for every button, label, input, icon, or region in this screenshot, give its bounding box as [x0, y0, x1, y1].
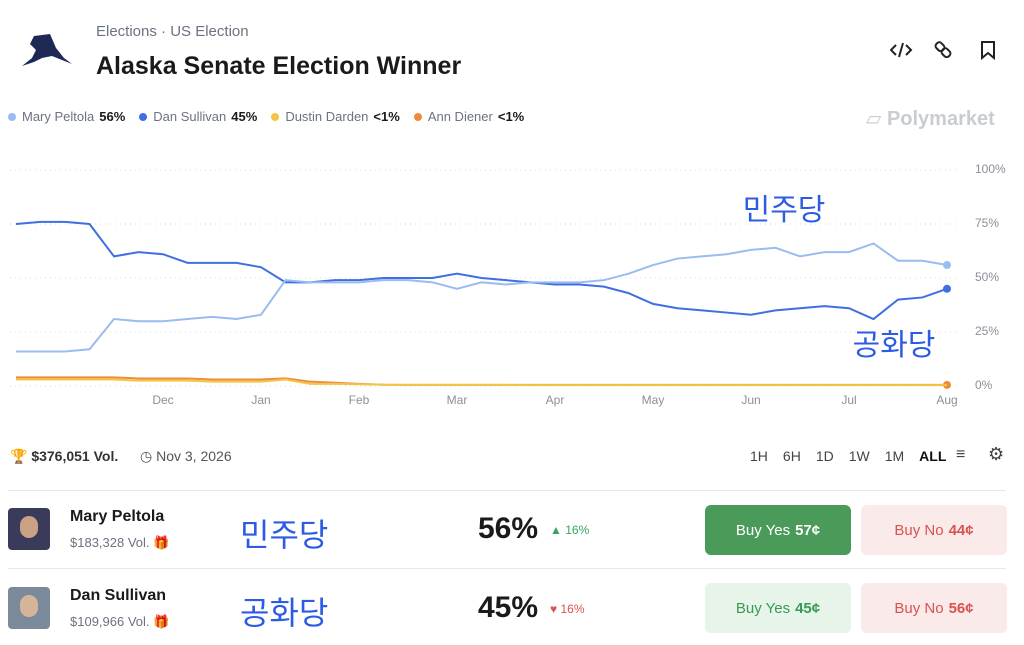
x-tick-label: Jan	[251, 393, 270, 407]
button-price: 45¢	[795, 599, 821, 617]
brand-name: Polymarket	[886, 108, 995, 130]
y-tick-label: 50%	[975, 270, 999, 284]
legend-swatch	[139, 113, 148, 121]
party-label: 민주당	[240, 517, 329, 553]
divider	[8, 568, 1006, 569]
volume-text: $183,328 Vol.	[70, 535, 150, 550]
legend-value: <1%	[497, 109, 525, 124]
toolbar	[890, 41, 995, 61]
legend-item: Dan Sullivan 45%	[139, 109, 257, 124]
legend-label: Mary Peltola	[22, 109, 95, 124]
sort-button[interactable]: ≡	[956, 446, 966, 463]
legend-swatch	[271, 113, 280, 121]
end-point	[943, 261, 951, 270]
embed-button[interactable]	[890, 42, 913, 58]
alaska-icon	[22, 34, 72, 66]
volume: 🏆 $376,051 Vol.	[10, 448, 119, 464]
legend-value: <1%	[373, 109, 400, 124]
x-tick-label: Dec	[152, 393, 173, 407]
button-label: Buy Yes	[735, 599, 791, 617]
change: ♥ 16%	[550, 602, 585, 616]
legend-value: 56%	[99, 109, 126, 124]
change-text: 16%	[565, 523, 590, 537]
series-line	[16, 242, 948, 353]
volume-text: $109,966 Vol.	[70, 614, 150, 629]
x-tick-label: May	[642, 393, 665, 407]
time-ranges: 1H 6H 1D 1W 1M ALL	[750, 448, 946, 464]
time-range-button[interactable]: 1D	[815, 448, 834, 464]
legend-item: Dustin Darden <1%	[271, 109, 400, 124]
time-range-button[interactable]: 6H	[782, 448, 801, 464]
link-button[interactable]	[934, 41, 952, 59]
legend-label: Dustin Darden	[285, 109, 369, 124]
change: ▲ 16%	[550, 523, 590, 537]
avatar	[8, 508, 50, 550]
x-tick-label: Apr	[546, 393, 565, 407]
button-label: Buy No	[894, 599, 944, 617]
legend-item: Mary Peltola 56%	[8, 109, 125, 124]
annotation: 민주당	[743, 194, 826, 227]
end-point	[943, 284, 951, 293]
outcome-name: Dan Sullivan	[70, 587, 167, 604]
brand-logo: ▱ Polymarket	[866, 108, 995, 130]
change-text: 16%	[560, 602, 585, 616]
x-tick-label: Mar	[447, 393, 468, 407]
chance: 56%	[478, 512, 539, 545]
settings-button[interactable]: ⚙	[988, 444, 1005, 464]
y-tick-label: 0%	[975, 378, 993, 392]
legend-label: Dan Sullivan	[153, 109, 227, 124]
breadcrumb-link[interactable]: US Election	[170, 23, 249, 40]
divider	[8, 490, 1006, 491]
page-title: Alaska Senate Election Winner	[96, 52, 462, 80]
legend-swatch	[413, 113, 422, 121]
volume-text: $376,051 Vol.	[31, 448, 119, 464]
breadcrumb-link[interactable]: Elections	[96, 23, 157, 40]
x-tick-label: Jul	[841, 393, 856, 407]
y-tick-label: 100%	[975, 162, 1006, 176]
y-tick-label: 25%	[975, 324, 999, 338]
x-tick-label: Aug	[936, 393, 957, 407]
price-chart: 0% 25% 50% 75% 100% Dec Jan Feb Mar Apr May Jun Jul A…	[10, 162, 1006, 407]
avatar	[8, 587, 50, 629]
outcome-volume: $183,328 Vol. 🎁	[70, 535, 170, 550]
end-date-text: Nov 3, 2026	[156, 448, 232, 464]
buy-yes-button[interactable]: Buy Yes 45¢	[705, 583, 851, 633]
series-line	[15, 220, 948, 321]
x-tick-label: Jun	[741, 393, 760, 407]
time-range-button[interactable]: 1W	[848, 448, 870, 464]
end-date: ◷ Nov 3, 2026	[140, 448, 232, 464]
annotation: 공화당	[853, 329, 936, 362]
buy-no-button[interactable]: Buy No 44¢	[861, 505, 1007, 555]
button-price: 56¢	[948, 599, 974, 617]
chance: 45%	[478, 591, 539, 624]
button-price: 44¢	[948, 521, 974, 539]
legend-label: Ann Diener	[427, 109, 493, 124]
bookmark-button[interactable]	[981, 41, 995, 61]
legend-value: 45%	[231, 109, 258, 124]
series-line	[16, 378, 947, 387]
button-label: Buy No	[894, 521, 944, 539]
legend: Mary Peltola 56% Dan Sullivan 45% Dustin Dar…	[8, 109, 524, 124]
outcome-name: Mary Peltola	[70, 508, 165, 525]
buy-no-button[interactable]: Buy No 56¢	[861, 583, 1007, 633]
buy-yes-button[interactable]: Buy Yes 57¢	[705, 505, 851, 555]
y-tick-label: 75%	[975, 216, 999, 230]
party-label: 공화당	[240, 595, 329, 631]
legend-item: Ann Diener <1%	[413, 109, 525, 124]
legend-swatch	[8, 113, 16, 121]
button-price: 57¢	[795, 521, 821, 539]
time-range-button[interactable]: 1H	[750, 448, 768, 464]
time-range-button[interactable]: 1M	[884, 448, 905, 464]
time-range-button[interactable]: ALL	[919, 448, 947, 464]
outcome-volume: $109,966 Vol. 🎁	[70, 614, 170, 629]
breadcrumb: Elections · US Election	[96, 23, 249, 40]
button-label: Buy Yes	[735, 521, 791, 539]
x-tick-label: Feb	[349, 393, 370, 407]
